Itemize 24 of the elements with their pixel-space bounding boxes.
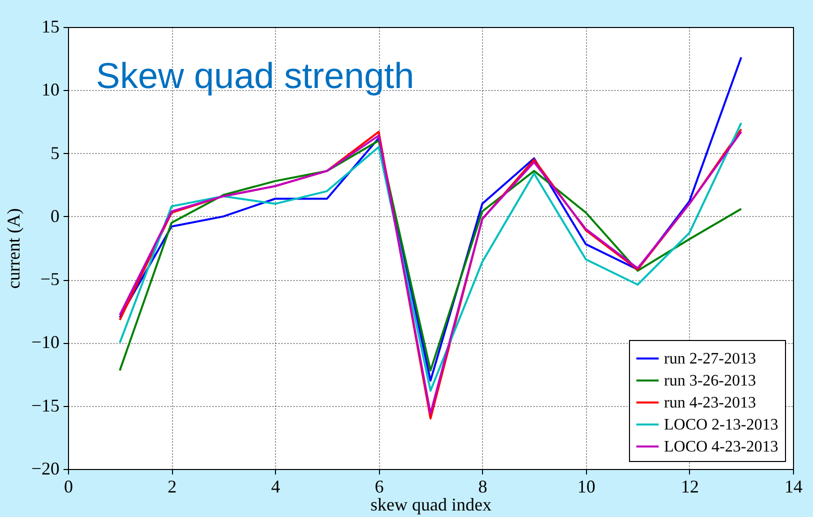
x-tick-label: 2: [168, 476, 177, 496]
legend-label: LOCO 4-23-2013: [664, 438, 778, 456]
x-tick-label: 4: [271, 476, 280, 496]
legend-label: run 3-26-2013: [664, 372, 756, 390]
x-axis-title: skew quad index: [370, 494, 492, 514]
legend-label: run 4-23-2013: [664, 394, 756, 412]
x-tick-label: 6: [374, 476, 384, 496]
y-tick-label: −15: [31, 395, 60, 416]
x-tick-label: 10: [577, 476, 596, 496]
legend-label: run 2-27-2013: [664, 350, 756, 368]
x-tick-label: 0: [64, 476, 73, 496]
text: Skew quad strength: [96, 55, 414, 96]
y-tick-label: −10: [31, 332, 60, 352]
legend-label: LOCO 2-13-2013: [664, 416, 778, 434]
y-tick-label: 10: [42, 80, 60, 100]
x-tick-label: 12: [680, 476, 699, 496]
y-tick-label: 5: [50, 142, 60, 163]
y-tick-label: 0: [50, 206, 60, 226]
y-tick-label: −20: [31, 458, 60, 478]
x-tick-label: 14: [784, 476, 802, 496]
y-tick-label: −5: [40, 269, 60, 290]
x-tick-label: 8: [478, 476, 488, 496]
y-axis-title: current (A): [3, 208, 24, 289]
y-tick-label: 15: [42, 16, 60, 36]
